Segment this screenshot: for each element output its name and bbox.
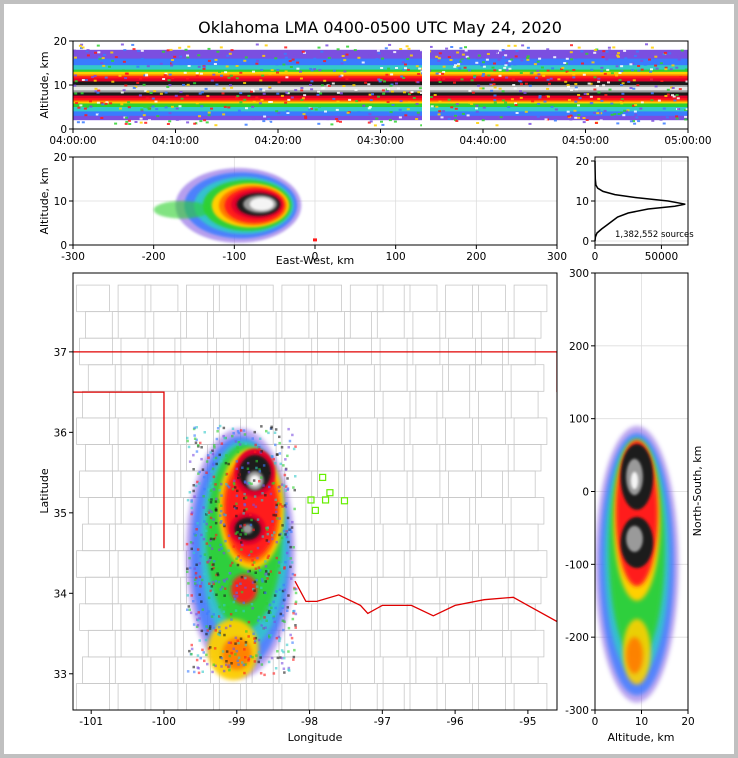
ns-y-tick-label: -300 — [565, 705, 589, 717]
ns-ylabel: North-South, km — [691, 446, 704, 537]
ew-x-tick-label: -100 — [222, 251, 246, 263]
plan-y-tick-label: 33 — [54, 669, 67, 681]
figure-title: Oklahoma LMA 0400-0500 UTC May 24, 2020 — [198, 18, 562, 37]
ns-x-tick-label: 20 — [681, 716, 694, 728]
time-height-ylabel: Altitude, km — [38, 51, 51, 118]
plan-ylabel: Latitude — [38, 468, 51, 514]
plan-y-tick-label: 36 — [54, 427, 68, 439]
hist-x-tick-label: 50000 — [645, 251, 678, 263]
ew-y-tick-label: 10 — [54, 196, 67, 208]
lma-station-marker — [307, 496, 315, 504]
altitude-histogram-line — [594, 160, 686, 242]
ns-y-tick-label: -100 — [565, 559, 589, 571]
plan-x-tick-label: -100 — [152, 716, 176, 728]
time-height-x-tick-label: 04:40:00 — [459, 135, 506, 147]
ns-x-tick-label: 10 — [635, 716, 648, 728]
hist-y-tick-label: 0 — [582, 236, 589, 248]
ns-density-layer — [626, 637, 643, 674]
ns-altitude-panel: 0 10 20 -300 -200 -100 0 100 200 300 Altitude, km… — [565, 268, 704, 744]
ew-ylabel: Altitude, km — [38, 167, 51, 234]
plan-density-layer — [242, 524, 253, 534]
plan-view-axes: -101 -100 -99 -98 -97 -96 -95 33 34 35 36 37 — [54, 347, 537, 728]
kansas-border — [73, 351, 557, 393]
ew-x-tick-label: 200 — [466, 251, 486, 263]
red-river-border — [294, 580, 557, 623]
ew-altitude-panel: -300 -200 -100 0 100 200 300 0 10 20 East-West, k… — [38, 152, 567, 267]
ns-density — [595, 425, 679, 703]
ew-x-tick-label: 300 — [547, 251, 567, 263]
plan-x-tick-label: -99 — [228, 716, 245, 728]
plan-y-tick-label: 34 — [54, 588, 68, 600]
ns-density-layer — [630, 471, 639, 490]
plan-view-panel: -101 -100 -99 -98 -97 -96 -95 33 34 35 36 37 Longit… — [38, 272, 558, 744]
ew-x-tick-label: 100 — [386, 251, 406, 263]
figure-frame: Oklahoma LMA 0400-0500 UTC May 24, 2020 … — [4, 4, 734, 754]
time-height-band — [73, 86, 688, 91]
plan-density-layer — [222, 637, 252, 670]
plan-x-tick-label: -101 — [79, 716, 103, 728]
time-height-y-tick-label: 20 — [54, 36, 67, 48]
lma-station-marker — [326, 489, 334, 497]
time-height-y-tick-label: 10 — [54, 80, 67, 92]
data-gap — [422, 41, 430, 129]
plan-x-tick-label: -96 — [447, 716, 464, 728]
lma-figure: Oklahoma LMA 0400-0500 UTC May 24, 2020 … — [38, 18, 712, 744]
plan-density — [185, 424, 298, 681]
sources-count: 1,382,552 sources — [615, 230, 694, 240]
ns-xlabel: Altitude, km — [607, 731, 674, 744]
ns-y-tick-label: 200 — [569, 341, 589, 353]
plan-x-tick-label: -98 — [301, 716, 318, 728]
ew-xlabel: East-West, km — [276, 254, 354, 267]
lma-stations — [307, 473, 349, 515]
panhandle-border — [73, 391, 165, 549]
time-height-y-tick-label: 0 — [60, 124, 67, 136]
time-height-x-tick-label: 04:00:00 — [49, 135, 96, 147]
ns-y-tick-label: 0 — [582, 487, 589, 499]
ew-x-tick-label: 0 — [312, 251, 319, 263]
time-height-panel: 04:00:00 04:10:00 04:20:00 04:30:00 04:40:00… — [38, 36, 712, 147]
plan-x-tick-label: -95 — [519, 716, 536, 728]
time-height-axes: 04:00:00 04:10:00 04:20:00 04:30:00 04:40:00… — [49, 36, 711, 147]
lma-station-marker — [319, 473, 327, 482]
lma-station-marker — [340, 497, 349, 505]
ns-y-tick-label: -200 — [565, 632, 589, 644]
ew-density-layer — [249, 197, 274, 211]
lma-station-marker — [321, 496, 330, 504]
ew-x-tick-label: -200 — [142, 251, 166, 263]
ew-grid — [73, 157, 557, 245]
ew-axes: -300 -200 -100 0 100 200 300 0 10 20 — [54, 152, 567, 263]
ew-y-tick-label: 20 — [54, 152, 67, 164]
plan-y-tick-label: 37 — [54, 347, 67, 359]
ew-y-tick-label: 0 — [60, 240, 67, 252]
ns-y-tick-label: 300 — [569, 268, 589, 280]
lma-station-marker — [311, 506, 319, 515]
ew-density — [153, 168, 317, 243]
ns-axes: 0 10 20 -300 -200 -100 0 100 200 300 — [565, 268, 695, 728]
time-height-x-tick-label: 04:30:00 — [357, 135, 404, 147]
plan-xlabel: Longitude — [288, 731, 343, 744]
histogram-axes: 0 50000 0 10 20 — [576, 156, 679, 263]
ns-x-tick-label: 0 — [592, 716, 599, 728]
ew-x-tick-label: -300 — [61, 251, 85, 263]
histogram-panel: 0 50000 0 10 20 1,382,552 sources — [576, 156, 695, 263]
ns-y-tick-label: 100 — [569, 414, 589, 426]
state-boundaries — [73, 351, 557, 623]
hist-y-tick-label: 10 — [576, 196, 589, 208]
plan-y-tick-label: 35 — [54, 508, 67, 520]
hist-x-tick-label: 0 — [592, 251, 599, 263]
plan-x-tick-label: -97 — [374, 716, 391, 728]
time-height-x-tick-label: 04:50:00 — [562, 135, 609, 147]
time-height-x-tick-label: 05:00:00 — [664, 135, 711, 147]
time-height-x-tick-label: 04:10:00 — [152, 135, 199, 147]
time-height-density — [73, 43, 688, 127]
hist-y-tick-label: 20 — [576, 156, 589, 168]
time-height-x-tick-label: 04:20:00 — [254, 135, 301, 147]
ns-density-layer — [626, 525, 643, 552]
